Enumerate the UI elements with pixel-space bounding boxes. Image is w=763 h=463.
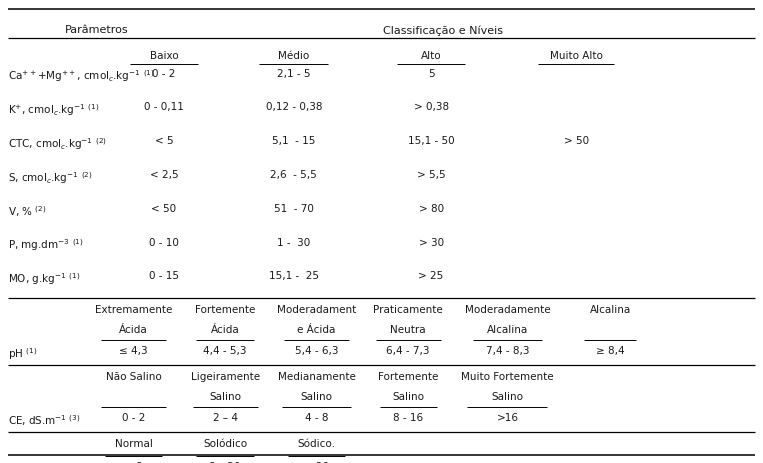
Text: 6,4 - 7,3: 6,4 - 7,3 (386, 346, 430, 356)
Text: V, % $^{(2)}$: V, % $^{(2)}$ (8, 204, 47, 219)
Text: ≤ 4,3: ≤ 4,3 (119, 346, 148, 356)
Text: PST $^{(4)}$: PST $^{(4)}$ (8, 462, 42, 463)
Text: 0 - 2: 0 - 2 (153, 69, 175, 79)
Text: MO, g.kg$^{-1}$ $^{(1)}$: MO, g.kg$^{-1}$ $^{(1)}$ (8, 271, 80, 287)
Text: 4,4 - 5,3: 4,4 - 5,3 (203, 346, 247, 356)
Text: Solódico: Solódico (203, 439, 247, 450)
Text: > 30: > 30 (419, 238, 443, 248)
Text: pH $^{(1)}$: pH $^{(1)}$ (8, 346, 37, 362)
Text: 8 - 16: 8 - 16 (393, 413, 423, 423)
Text: >16: >16 (497, 413, 518, 423)
Text: Ácida: Ácida (211, 325, 240, 335)
Text: Salino: Salino (491, 392, 523, 402)
Text: 2,6  - 5,5: 2,6 - 5,5 (270, 170, 317, 180)
Text: 1 -  30: 1 - 30 (277, 238, 311, 248)
Text: Alcalina: Alcalina (487, 325, 528, 335)
Text: ≥ 8,4: ≥ 8,4 (596, 346, 625, 356)
Text: Classificação e Níveis: Classificação e Níveis (382, 25, 503, 36)
Text: e Ácida: e Ácida (298, 325, 336, 335)
Text: < 8: < 8 (124, 462, 143, 463)
Text: > 5,5: > 5,5 (417, 170, 446, 180)
Text: 8 – 20: 8 – 20 (209, 462, 241, 463)
Text: > 20: > 20 (304, 462, 329, 463)
Text: 4 - 8: 4 - 8 (305, 413, 328, 423)
Text: < 50: < 50 (152, 204, 176, 214)
Text: Alto: Alto (420, 51, 442, 61)
Text: Neutra: Neutra (391, 325, 426, 335)
Text: 7,4 - 8,3: 7,4 - 8,3 (485, 346, 530, 356)
Text: Sódico.: Sódico. (298, 439, 336, 450)
Text: 2 – 4: 2 – 4 (213, 413, 237, 423)
Text: 5: 5 (428, 69, 434, 79)
Text: Ca$^{++}$+Mg$^{++}$, cmol$_c$.kg$^{-1}$ $^{(1)}$: Ca$^{++}$+Mg$^{++}$, cmol$_c$.kg$^{-1}$ … (8, 69, 154, 84)
Text: CTC, cmol$_c$.kg$^{-1}$ $^{(2)}$: CTC, cmol$_c$.kg$^{-1}$ $^{(2)}$ (8, 136, 107, 152)
Text: Muito Fortemente: Muito Fortemente (461, 372, 554, 382)
Text: Salino: Salino (301, 392, 333, 402)
Text: Normal: Normal (114, 439, 153, 450)
Text: 0 - 2: 0 - 2 (122, 413, 145, 423)
Text: 2,1 - 5: 2,1 - 5 (277, 69, 311, 79)
Text: Parâmetros: Parâmetros (65, 25, 128, 36)
Text: Salino: Salino (209, 392, 241, 402)
Text: 51  - 70: 51 - 70 (274, 204, 314, 214)
Text: 0 - 0,11: 0 - 0,11 (144, 102, 184, 113)
Text: Fortemente: Fortemente (195, 305, 256, 315)
Text: K$^{+}$, cmol$_c$.kg$^{-1}$ $^{(1)}$: K$^{+}$, cmol$_c$.kg$^{-1}$ $^{(1)}$ (8, 102, 99, 118)
Text: Fortemente: Fortemente (378, 372, 439, 382)
Text: Ligeiramente: Ligeiramente (191, 372, 259, 382)
Text: 0,12 - 0,38: 0,12 - 0,38 (266, 102, 322, 113)
Text: 5,4 - 6,3: 5,4 - 6,3 (295, 346, 339, 356)
Text: < 5: < 5 (155, 136, 173, 146)
Text: CE, dS.m$^{-1}$ $^{(3)}$: CE, dS.m$^{-1}$ $^{(3)}$ (8, 413, 80, 428)
Text: 0 - 10: 0 - 10 (149, 238, 179, 248)
Text: Muito Alto: Muito Alto (549, 51, 603, 61)
Text: Extremamente: Extremamente (95, 305, 172, 315)
Text: > 80: > 80 (419, 204, 443, 214)
Text: P, mg.dm$^{-3}$ $^{(1)}$: P, mg.dm$^{-3}$ $^{(1)}$ (8, 238, 83, 253)
Text: < 2,5: < 2,5 (150, 170, 179, 180)
Text: Alcalina: Alcalina (590, 305, 631, 315)
Text: 15,1 - 50: 15,1 - 50 (407, 136, 455, 146)
Text: 0 - 15: 0 - 15 (149, 271, 179, 282)
Text: Não Salino: Não Salino (105, 372, 162, 382)
Text: > 0,38: > 0,38 (414, 102, 449, 113)
Text: Praticamente: Praticamente (373, 305, 443, 315)
Text: > 25: > 25 (418, 271, 444, 282)
Text: > 50: > 50 (564, 136, 588, 146)
Text: Salino: Salino (392, 392, 424, 402)
Text: 5,1  - 15: 5,1 - 15 (272, 136, 315, 146)
Text: 15,1 -  25: 15,1 - 25 (269, 271, 319, 282)
Text: Moderadamente: Moderadamente (465, 305, 550, 315)
Text: Ácida: Ácida (119, 325, 148, 335)
Text: Médio: Médio (278, 51, 309, 61)
Text: Medianamente: Medianamente (278, 372, 356, 382)
Text: Moderadament: Moderadament (277, 305, 356, 315)
Text: S, cmol$_c$.kg$^{-1}$ $^{(2)}$: S, cmol$_c$.kg$^{-1}$ $^{(2)}$ (8, 170, 92, 186)
Text: Baixo: Baixo (150, 51, 179, 61)
